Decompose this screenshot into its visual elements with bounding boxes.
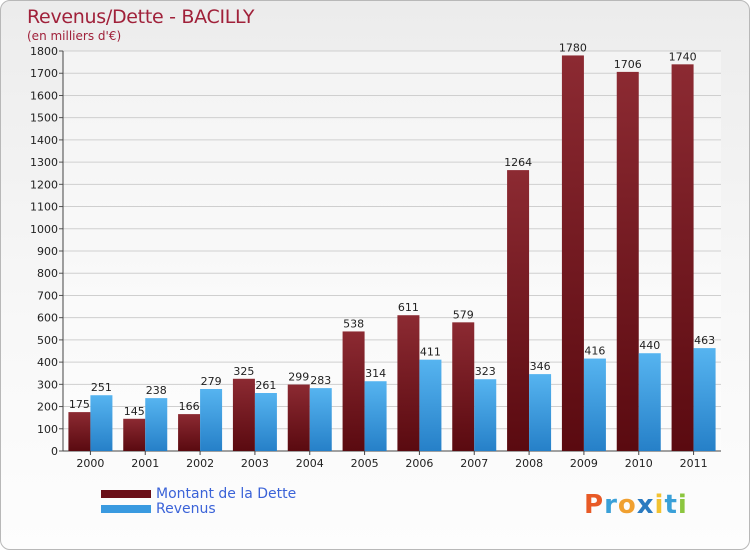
legend-label-revenue: Revenus bbox=[156, 501, 216, 517]
data-label-debt: 299 bbox=[288, 371, 309, 384]
y-tick-label: 700 bbox=[37, 289, 58, 302]
bar-debt bbox=[671, 64, 694, 452]
data-label-debt: 166 bbox=[179, 400, 200, 413]
bar-revenue bbox=[254, 393, 277, 451]
y-tick-label: 1300 bbox=[30, 156, 58, 169]
y-tick-label: 1200 bbox=[30, 178, 58, 191]
bar-revenue bbox=[200, 389, 223, 451]
bar-debt bbox=[616, 71, 639, 451]
x-tick-label: 2011 bbox=[680, 457, 708, 470]
bar-debt bbox=[232, 378, 255, 451]
bar-debt bbox=[68, 412, 91, 451]
x-tick-label: 2001 bbox=[131, 457, 159, 470]
data-label-debt: 1264 bbox=[504, 156, 532, 169]
y-tick-label: 1600 bbox=[30, 89, 58, 102]
bar-revenue bbox=[419, 359, 442, 451]
data-label-revenue: 346 bbox=[530, 360, 551, 373]
bar-debt bbox=[287, 384, 310, 451]
legend-swatch-debt bbox=[101, 490, 151, 498]
x-tick-label: 2002 bbox=[186, 457, 214, 470]
data-label-debt: 611 bbox=[398, 301, 419, 314]
logo-letter: x bbox=[636, 490, 655, 520]
data-label-revenue: 238 bbox=[146, 384, 167, 397]
y-tick-label: 300 bbox=[37, 378, 58, 391]
bar-revenue bbox=[145, 398, 168, 451]
data-label-revenue: 279 bbox=[201, 375, 222, 388]
bar-revenue bbox=[529, 374, 552, 451]
bar-debt bbox=[342, 331, 365, 451]
data-label-debt: 538 bbox=[343, 317, 364, 330]
y-tick-label: 800 bbox=[37, 267, 58, 280]
y-tick-label: 1000 bbox=[30, 223, 58, 236]
chart-title: Revenus/Dette - BACILLY bbox=[27, 6, 255, 28]
data-label-revenue: 251 bbox=[91, 381, 112, 394]
bar-revenue bbox=[638, 353, 661, 451]
chart-subtitle: (en milliers d'€) bbox=[27, 29, 122, 43]
bar-revenue bbox=[364, 381, 387, 451]
proxiti-logo: Proxiti bbox=[584, 490, 688, 520]
bar-debt bbox=[452, 322, 475, 451]
bar-debt bbox=[123, 418, 146, 451]
x-tick-label: 2005 bbox=[351, 457, 379, 470]
y-tick-label: 600 bbox=[37, 312, 58, 325]
y-tick-label: 1400 bbox=[30, 134, 58, 147]
legend-label-debt: Montant de la Dette bbox=[156, 486, 297, 502]
y-tick-label: 100 bbox=[37, 423, 58, 436]
logo-letter: t bbox=[664, 490, 678, 520]
bar-debt bbox=[507, 170, 530, 451]
data-label-debt: 145 bbox=[124, 405, 145, 418]
x-tick-label: 2008 bbox=[515, 457, 543, 470]
x-tick-label: 2007 bbox=[460, 457, 488, 470]
data-label-revenue: 283 bbox=[310, 374, 331, 387]
logo-letter: o bbox=[617, 490, 637, 520]
y-tick-label: 400 bbox=[37, 356, 58, 369]
data-label-revenue: 416 bbox=[584, 345, 605, 358]
bar-debt bbox=[178, 414, 201, 451]
data-label-revenue: 463 bbox=[694, 334, 715, 347]
y-tick-label: 200 bbox=[37, 401, 58, 414]
x-tick-label: 2006 bbox=[405, 457, 433, 470]
y-tick-label: 1800 bbox=[30, 45, 58, 58]
bar-debt bbox=[397, 315, 420, 451]
data-label-revenue: 323 bbox=[475, 365, 496, 378]
y-tick-label: 500 bbox=[37, 334, 58, 347]
bar-debt bbox=[561, 55, 584, 451]
data-label-debt: 325 bbox=[233, 365, 254, 378]
bar-revenue bbox=[309, 388, 332, 451]
data-label-debt: 579 bbox=[453, 308, 474, 321]
y-tick-label: 0 bbox=[51, 445, 58, 458]
bar-revenue bbox=[583, 358, 606, 451]
data-label-revenue: 314 bbox=[365, 367, 386, 380]
x-tick-label: 2003 bbox=[241, 457, 269, 470]
legend-swatch-revenue bbox=[101, 505, 151, 513]
data-label-debt: 1740 bbox=[669, 50, 697, 63]
data-label-debt: 1780 bbox=[559, 41, 587, 54]
x-tick-label: 2000 bbox=[76, 457, 104, 470]
y-tick-label: 1100 bbox=[30, 201, 58, 214]
logo-letter: r bbox=[604, 490, 618, 520]
x-tick-label: 2004 bbox=[296, 457, 324, 470]
logo-letter: i bbox=[654, 490, 665, 520]
y-tick-label: 900 bbox=[37, 245, 58, 258]
y-tick-label: 1500 bbox=[30, 112, 58, 125]
bar-revenue bbox=[90, 395, 113, 451]
data-label-revenue: 261 bbox=[255, 379, 276, 392]
x-tick-label: 2009 bbox=[570, 457, 598, 470]
data-label-debt: 1706 bbox=[614, 58, 642, 71]
logo-letter: P bbox=[584, 490, 605, 520]
x-tick-label: 2010 bbox=[625, 457, 653, 470]
y-tick-label: 1700 bbox=[30, 67, 58, 80]
bar-revenue bbox=[693, 348, 716, 451]
data-label-revenue: 440 bbox=[639, 339, 660, 352]
bar-revenue bbox=[474, 379, 497, 451]
logo-letter: i bbox=[677, 490, 688, 520]
data-label-revenue: 411 bbox=[420, 346, 441, 359]
data-label-debt: 175 bbox=[69, 398, 90, 411]
